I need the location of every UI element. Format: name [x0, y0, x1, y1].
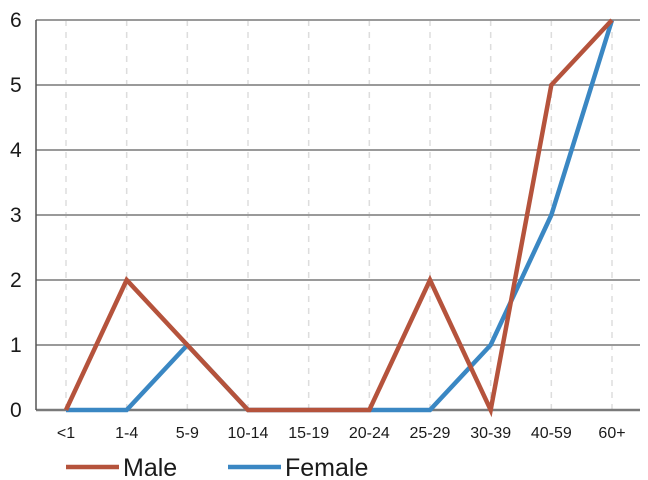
x-tick-label: 5-9: [176, 425, 199, 442]
x-tick-label: 40-59: [531, 425, 572, 442]
y-tick-label: 1: [10, 334, 22, 357]
legend-label-female: Female: [285, 454, 368, 480]
x-tick-label: <1: [57, 425, 75, 442]
x-tick-label: 25-29: [410, 425, 451, 442]
x-tick-label: 30-39: [470, 425, 511, 442]
y-tick-label: 4: [10, 139, 22, 162]
x-tick-label: 10-14: [228, 425, 269, 442]
legend: Male Female: [66, 454, 368, 480]
y-tick-label: 5: [10, 74, 22, 97]
series-line-male: [63, 18, 614, 418]
x-axis-ticks: <1 1-4 5-9 10-14 15-19 20-24 25-29 30-39 40-59 60…: [57, 425, 626, 442]
y-tick-label: 0: [10, 399, 22, 422]
series-lines: [63, 18, 615, 418]
x-tick-label: 1-4: [115, 425, 138, 442]
y-tick-label: 6: [10, 9, 22, 32]
y-axis-ticks: 0 1 2 3 4 5 6: [10, 9, 22, 422]
y-tick-label: 2: [10, 269, 22, 292]
x-tick-label: 15-19: [288, 425, 329, 442]
x-tick-label: 60+: [598, 425, 625, 442]
x-tick-label: 20-24: [349, 425, 390, 442]
y-tick-label: 3: [10, 204, 22, 227]
legend-label-male: Male: [123, 454, 177, 480]
